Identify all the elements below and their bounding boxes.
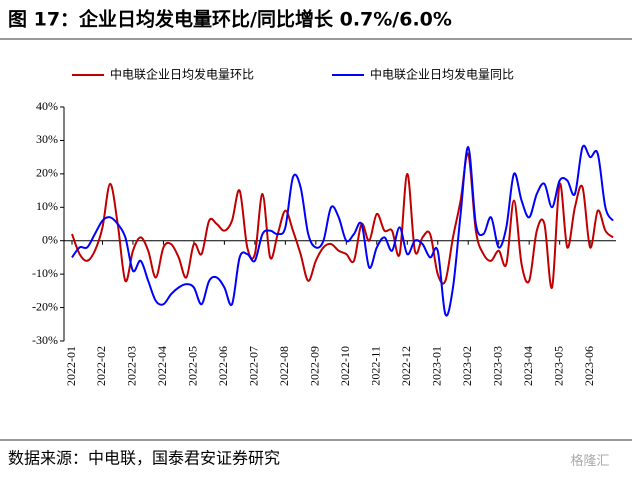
- x-tick-label: 2022-07: [247, 346, 261, 386]
- y-tick-label: 40%: [36, 99, 58, 113]
- x-tick-label: 2022-08: [277, 346, 291, 386]
- y-tick-label: -10%: [32, 266, 58, 280]
- x-tick-label: 2022-02: [94, 346, 108, 386]
- x-tick-label: 2022-10: [338, 346, 352, 386]
- x-tick-label: 2023-03: [490, 346, 504, 386]
- watermark: 格隆汇: [570, 453, 609, 468]
- y-tick-label: -30%: [32, 333, 58, 347]
- x-tick-label: 2022-12: [399, 346, 413, 386]
- y-tick-label: 10%: [36, 199, 58, 213]
- x-tick-label: 2022-05: [186, 346, 200, 386]
- x-tick-label: 2023-01: [429, 346, 443, 386]
- line-series: [71, 144, 614, 317]
- source-note: 数据来源：中电联，国泰君安证券研究: [8, 449, 280, 468]
- x-tick-label: 2022-09: [308, 346, 322, 386]
- x-tick-label: 2022-03: [125, 346, 139, 386]
- x-tick-label: 2023-02: [460, 346, 474, 386]
- x-tick-label: 2023-06: [582, 346, 596, 386]
- x-tick-label: 2022-01: [64, 346, 78, 386]
- line-series: [71, 152, 614, 289]
- legend-label: 中电联企业日均发电量同比: [370, 67, 514, 82]
- x-tick-label: 2022-06: [216, 346, 230, 386]
- x-tick-label: 2022-04: [155, 346, 169, 386]
- x-tick-label: 2023-05: [551, 346, 565, 386]
- x-tick-label: 2023-04: [521, 346, 535, 386]
- chart-title: 图 17：企业日均发电量环比/同比增长 0.7%/6.0%: [8, 8, 452, 31]
- y-tick-label: 30%: [36, 132, 58, 146]
- legend-label: 中电联企业日均发电量环比: [110, 67, 254, 82]
- y-tick-label: -20%: [32, 299, 58, 313]
- y-tick-label: 20%: [36, 166, 58, 180]
- x-tick-label: 2022-11: [369, 346, 383, 386]
- y-tick-label: 0%: [42, 232, 58, 246]
